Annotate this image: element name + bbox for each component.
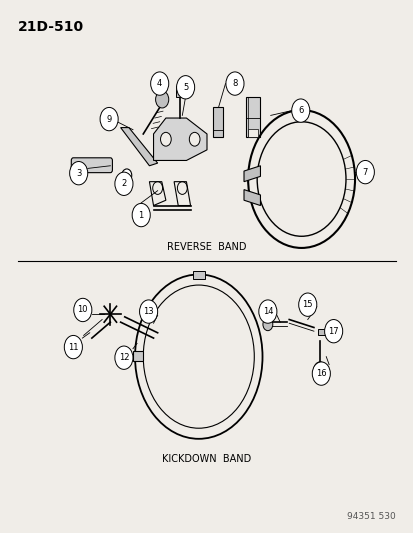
Circle shape [176,76,194,99]
Circle shape [100,108,118,131]
Text: 7: 7 [362,167,367,176]
Circle shape [155,91,169,108]
Polygon shape [176,86,184,97]
Circle shape [262,318,272,330]
Text: 14: 14 [262,307,273,316]
Text: 16: 16 [315,369,326,378]
Circle shape [132,204,150,227]
Bar [245,97,260,136]
Bar [213,108,223,136]
Bar [247,128,258,136]
Circle shape [189,132,199,146]
Circle shape [74,298,92,321]
Text: 12: 12 [119,353,129,362]
Text: REVERSE  BAND: REVERSE BAND [167,241,246,252]
Circle shape [356,160,373,184]
FancyBboxPatch shape [71,158,112,173]
Circle shape [258,300,276,323]
Circle shape [69,161,88,185]
Polygon shape [120,127,157,166]
Text: 13: 13 [143,307,154,316]
Text: 6: 6 [297,106,303,115]
Circle shape [139,300,157,323]
Bar [133,351,143,361]
Text: 9: 9 [106,115,112,124]
Circle shape [150,72,169,95]
Text: 5: 5 [183,83,188,92]
Circle shape [64,335,82,359]
Bar [192,271,204,279]
Circle shape [291,99,309,122]
Circle shape [225,72,243,95]
Text: 3: 3 [76,168,81,177]
Text: 1: 1 [138,211,143,220]
Circle shape [115,346,133,369]
Text: KICKDOWN  BAND: KICKDOWN BAND [162,454,251,464]
Text: 4: 4 [157,79,162,88]
Circle shape [160,132,171,146]
Circle shape [324,319,342,343]
Text: 94351 530: 94351 530 [347,512,395,521]
Text: 15: 15 [302,300,312,309]
Text: 2: 2 [121,179,126,188]
Circle shape [313,362,325,378]
Circle shape [121,169,131,182]
Text: 17: 17 [328,327,338,336]
Text: 8: 8 [232,79,237,88]
Bar [317,329,328,335]
Polygon shape [153,118,206,160]
Text: 21D-510: 21D-510 [18,20,84,34]
Circle shape [311,362,330,385]
Text: 10: 10 [77,305,88,314]
Circle shape [115,172,133,196]
Polygon shape [243,166,260,182]
Polygon shape [243,190,260,206]
Circle shape [298,293,316,317]
Text: 11: 11 [68,343,78,352]
